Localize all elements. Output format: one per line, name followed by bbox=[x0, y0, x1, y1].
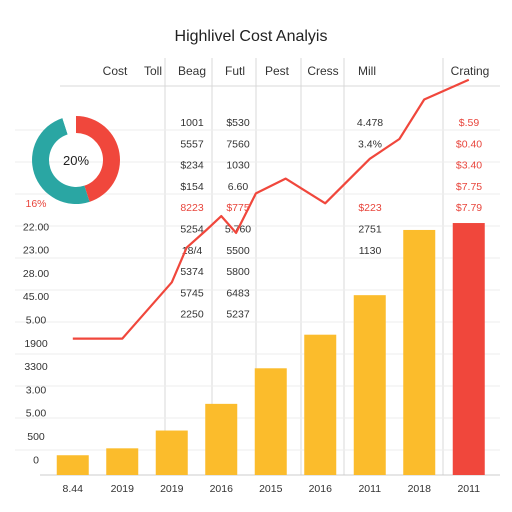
table-cell: 18/4 bbox=[182, 245, 203, 257]
y-tick-label: 23.00 bbox=[23, 245, 49, 257]
x-tick-label: 2019 bbox=[160, 483, 184, 495]
line-path bbox=[72, 78, 470, 340]
column-header: Cost bbox=[103, 64, 128, 78]
table-cell: 5800 bbox=[226, 266, 250, 278]
table-cell: 4.478 bbox=[357, 117, 383, 129]
table-cell: 6483 bbox=[226, 287, 250, 299]
bar bbox=[353, 295, 386, 475]
y-tick-label: 45.00 bbox=[23, 291, 49, 303]
table-cell: 3.4% bbox=[358, 138, 382, 150]
y-tick-label: 5.00 bbox=[26, 315, 47, 327]
bar bbox=[56, 455, 89, 475]
x-tick-label: 2015 bbox=[259, 483, 283, 495]
table-cell: $234 bbox=[180, 160, 204, 172]
column-header: Mill bbox=[358, 64, 376, 78]
y-tick-label: 22.00 bbox=[23, 221, 49, 233]
bar bbox=[254, 368, 287, 475]
column-header: Beag bbox=[178, 64, 206, 78]
table-cell: 5237 bbox=[226, 309, 250, 321]
chart-title: Highlivel Cost Analyis bbox=[175, 28, 328, 45]
bar bbox=[106, 448, 139, 475]
donut-center-label: 20% bbox=[63, 153, 89, 168]
bar bbox=[452, 223, 485, 475]
table-cell: 6.60 bbox=[228, 181, 249, 193]
bar bbox=[205, 403, 238, 475]
y-tick-label: 1900 bbox=[24, 338, 48, 350]
bar bbox=[304, 334, 337, 475]
table-cell: 8223 bbox=[180, 202, 204, 214]
x-tick-label: 2016 bbox=[210, 483, 234, 495]
table-cell: 1130 bbox=[359, 245, 382, 257]
table-cell: $530 bbox=[226, 117, 250, 129]
donut-slice bbox=[32, 118, 90, 204]
table-cell: $154 bbox=[180, 181, 204, 193]
table-cell: 2250 bbox=[180, 309, 204, 321]
x-tick-label: 8.44 bbox=[63, 483, 84, 495]
y-tick-label: 28.00 bbox=[23, 268, 49, 280]
bar bbox=[403, 229, 436, 475]
table-cell: $775 bbox=[226, 202, 250, 214]
table-cell: 5500 bbox=[226, 245, 250, 257]
table-cell: 5374 bbox=[180, 266, 204, 278]
y-tick-label: 5.00 bbox=[26, 408, 47, 420]
y-tick-label: 3.00 bbox=[26, 384, 47, 396]
bar-series bbox=[56, 223, 485, 475]
donut-slice bbox=[62, 116, 76, 135]
table-cell: 2751 bbox=[358, 224, 382, 236]
table-cell: 5557 bbox=[180, 138, 204, 150]
table-cell: 1001 bbox=[180, 117, 204, 129]
table-cell: 5745 bbox=[180, 287, 204, 299]
table-cell: 7560 bbox=[226, 138, 250, 150]
table-cell: $.59 bbox=[459, 117, 480, 129]
donut-slice bbox=[76, 116, 120, 202]
column-header: Crating bbox=[451, 64, 490, 78]
y-axis-ticks: 16% 22.00 23.00 28.00 45.00 5.00 1900 3300 3.00 5… bbox=[23, 198, 49, 466]
x-tick-label: 2016 bbox=[309, 483, 333, 495]
x-tick-label: 2018 bbox=[408, 483, 432, 495]
table-cell: $223 bbox=[358, 202, 382, 214]
column-headers: Cost Toll Beag Futl Pest Cress Mill Crating bbox=[103, 64, 490, 78]
column-header: Pest bbox=[265, 64, 290, 78]
x-tick-label: 2019 bbox=[111, 483, 135, 495]
x-axis-ticks: 8.44 2019 2019 2016 2015 2016 2011 2018 2011 bbox=[63, 483, 481, 495]
x-tick-label: 2011 bbox=[358, 483, 381, 495]
y-tick-label: 3300 bbox=[24, 361, 48, 373]
table-cell: $3.40 bbox=[456, 160, 482, 172]
table-cell: $0.40 bbox=[456, 138, 482, 150]
table-cell: $7.75 bbox=[456, 181, 482, 193]
data-table: 1001 5557 $234 $154 8223 5254 18/4 5374 5745 2250… bbox=[180, 117, 482, 321]
table-cell: 5254 bbox=[180, 224, 204, 236]
column-header: Cress bbox=[307, 64, 338, 78]
y-tick-label: 16% bbox=[25, 198, 46, 210]
line-series bbox=[72, 78, 470, 340]
table-cell: 1030 bbox=[226, 160, 250, 172]
column-header: Futl bbox=[225, 64, 245, 78]
column-header: Toll bbox=[144, 64, 162, 78]
y-tick-label: 500 bbox=[27, 431, 45, 443]
bar bbox=[155, 430, 188, 475]
donut-chart: 20% bbox=[32, 116, 120, 204]
y-tick-label: 0 bbox=[33, 454, 39, 466]
table-cell: $7.79 bbox=[456, 202, 482, 214]
x-tick-label: 2011 bbox=[457, 483, 480, 495]
